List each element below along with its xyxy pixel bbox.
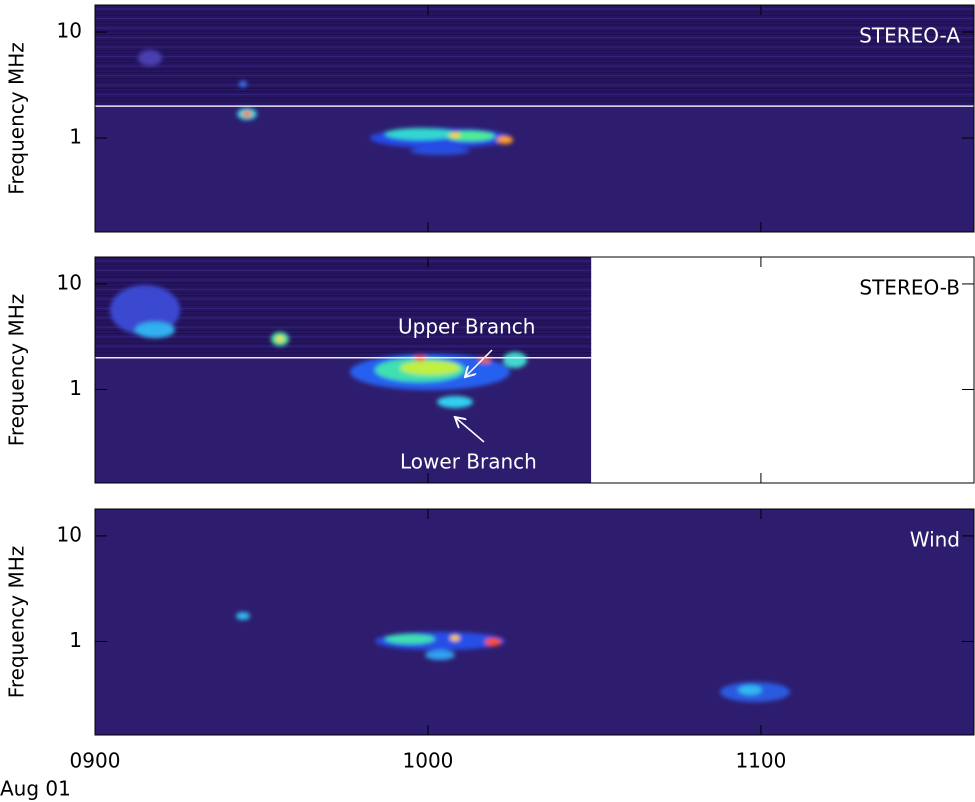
feature xyxy=(479,357,491,363)
panel-label: STEREO-B xyxy=(859,276,960,300)
arrow xyxy=(456,418,485,443)
emission-features xyxy=(110,50,790,702)
spectrum-background xyxy=(95,509,974,735)
feature xyxy=(450,635,460,641)
y-tick-label: 10 xyxy=(57,522,82,546)
panel-frame xyxy=(94,256,975,484)
x-tick-label: 1100 xyxy=(735,749,786,773)
y-axis-label: Frequency MHz xyxy=(5,546,29,698)
y-tick-label: 1 xyxy=(69,376,82,400)
panel-frame xyxy=(94,4,975,233)
feature xyxy=(425,650,455,660)
y-tick-label: 10 xyxy=(57,270,82,294)
panel-frame xyxy=(94,508,975,736)
feature xyxy=(276,336,284,342)
axes: 1 10 STEREO-A Frequency MHz 1 10 STEREO-B Frequ… xyxy=(5,4,975,773)
feature xyxy=(400,361,460,375)
feature xyxy=(236,612,250,620)
feature xyxy=(497,136,513,144)
y-tick-label: 1 xyxy=(69,628,82,652)
x-tick-label: 0900 xyxy=(70,749,121,773)
y-tick-label: 10 xyxy=(57,19,82,43)
feature xyxy=(385,128,455,140)
feature xyxy=(110,285,180,335)
panel-label: Wind xyxy=(910,528,960,552)
feature xyxy=(138,50,162,66)
feature xyxy=(135,322,175,338)
feature xyxy=(738,685,762,695)
feature xyxy=(385,634,435,644)
annotation: Upper Branch xyxy=(398,315,535,339)
y-axis-label: Frequency MHz xyxy=(5,42,29,194)
x-axis-label: Aug 01 xyxy=(0,777,71,801)
y-axis-label: Frequency MHz xyxy=(5,294,29,446)
spectra xyxy=(95,5,974,735)
annotation: Lower Branch xyxy=(400,450,537,474)
feature xyxy=(242,111,252,117)
feature xyxy=(437,396,473,408)
feature xyxy=(410,147,470,155)
arrow xyxy=(466,349,493,376)
panel-label: STEREO-A xyxy=(859,24,960,48)
feature xyxy=(485,638,501,646)
feature xyxy=(239,81,247,87)
x-tick-label: 1000 xyxy=(403,749,454,773)
feature xyxy=(450,132,460,138)
y-tick-label: 1 xyxy=(69,125,82,149)
feature xyxy=(503,352,527,368)
